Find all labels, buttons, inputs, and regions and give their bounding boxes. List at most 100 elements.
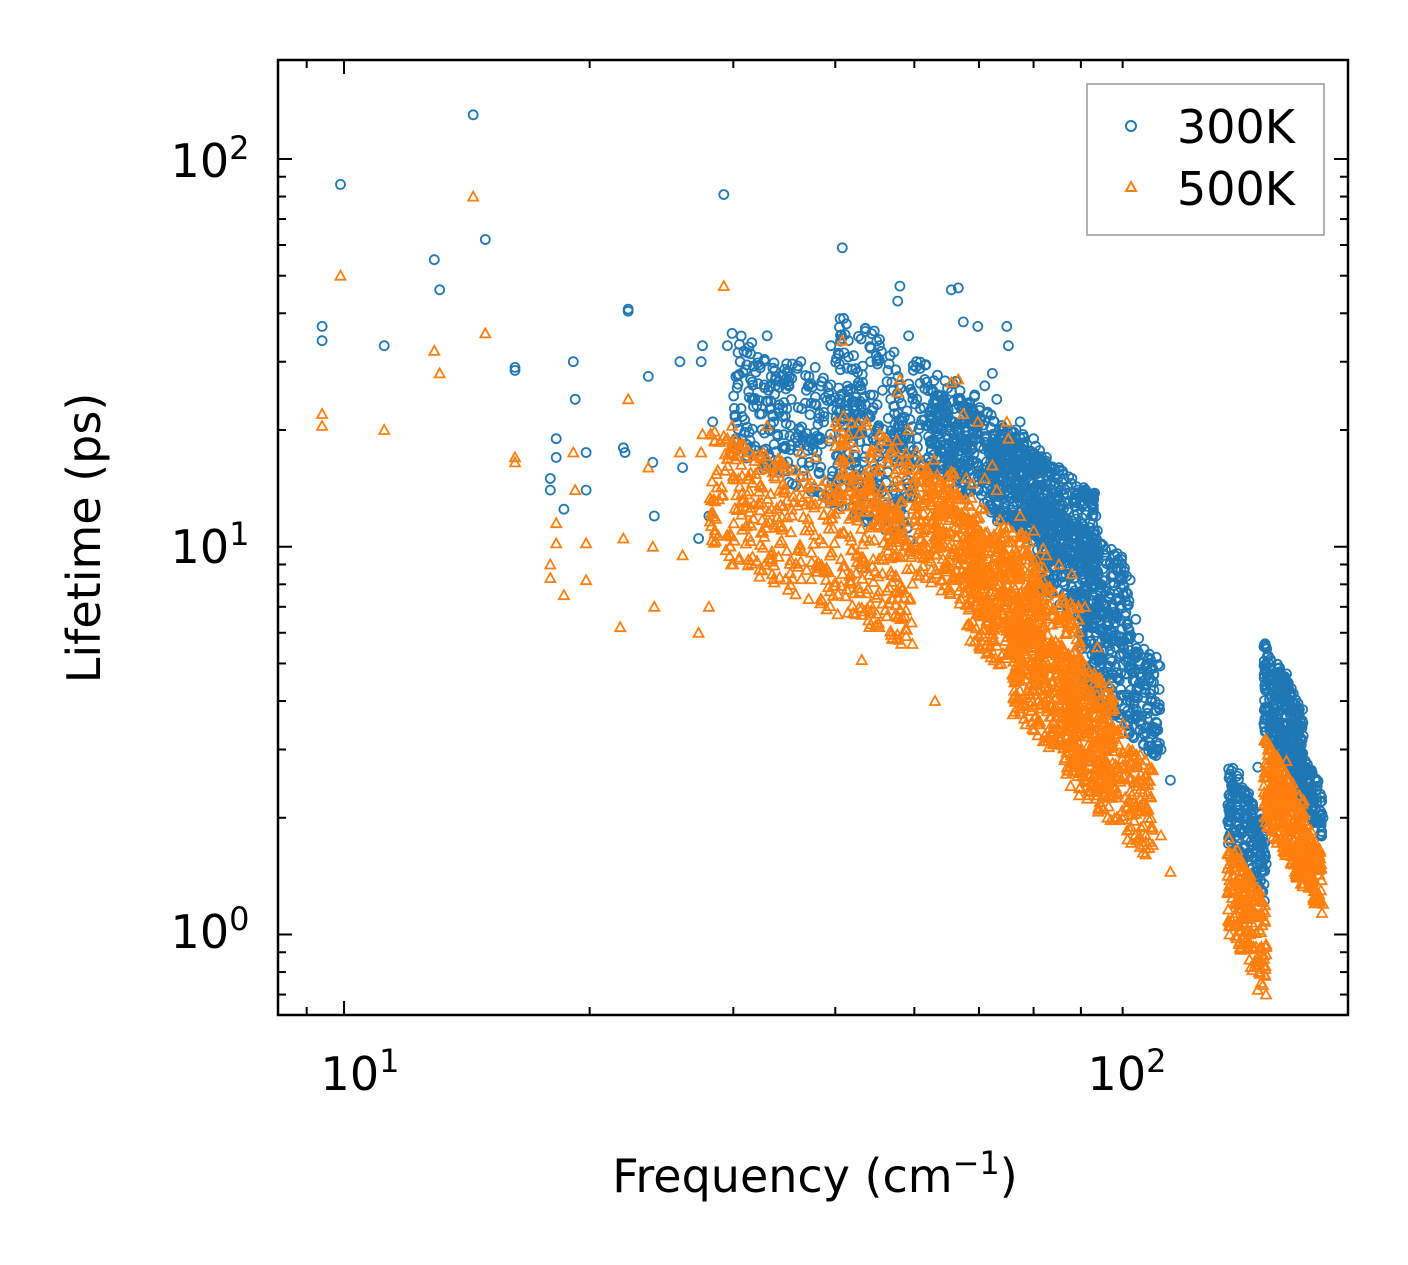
data-point-500K [789,587,803,600]
data-point-500K [756,540,770,553]
data-point-500K [884,564,898,577]
data-point-500K [778,572,792,585]
data-point-500K [785,508,799,521]
data-point-500K [939,564,953,577]
data-point-500K [1051,637,1066,650]
data-point-500K [857,484,872,497]
data-point-500K [923,485,937,497]
data-point-300K [1142,703,1154,714]
data-point-300K [892,295,904,307]
data-point-500K [861,613,876,626]
data-point-500K [1035,639,1049,652]
data-point-300K [1281,700,1293,711]
data-point-500K [708,494,722,507]
data-point-500K [1055,593,1069,606]
data-point-300K [1249,821,1260,833]
data-point-500K [814,592,828,604]
data-point-500K [867,483,881,496]
data-point-300K [1027,465,1038,477]
data-point-300K [924,406,936,418]
data-point-300K [732,378,744,390]
data-point-300K [809,398,821,410]
data-point-300K [1283,747,1294,759]
data-point-500K [727,516,741,529]
data-point-300K [434,284,446,296]
data-point-500K [802,477,816,489]
data-point-300K [1004,464,1016,476]
data-point-300K [929,417,941,429]
data-point-300K [1122,720,1134,731]
data-point-500K [1011,571,1025,584]
data-point-500K [1005,589,1019,602]
data-point-300K [1285,709,1296,721]
data-point-300K [718,189,730,200]
data-point-300K [759,427,770,439]
data-point-500K [853,557,867,569]
data-point-300K [974,402,986,413]
data-point-500K [904,540,918,553]
data-point-500K [1058,626,1072,639]
data-point-500K [1026,644,1041,656]
data-point-300K [909,398,921,410]
data-point-500K [746,550,760,562]
data-point-500K [830,474,844,487]
data-point-300K [1107,613,1119,624]
data-point-300K [1082,627,1094,639]
data-point-300K [841,318,852,330]
data-point-500K [994,657,1008,669]
data-point-500K [793,541,807,554]
data-point-500K [1056,704,1070,717]
data-point-300K [1107,609,1119,621]
data-point-500K [927,452,941,465]
data-point-300K [996,456,1008,468]
data-point-300K [973,484,984,496]
data-point-500K [837,438,851,451]
data-point-300K [995,455,1006,467]
data-point-500K [1030,714,1044,727]
data-point-300K [809,361,821,373]
data-point-500K [1041,681,1055,694]
data-point-500K [708,434,722,447]
data-point-500K [912,491,926,504]
data-point-300K [1048,515,1060,527]
data-point-300K [1239,799,1250,811]
data-point-300K [1279,672,1291,684]
data-point-500K [728,432,742,445]
data-point-300K [1053,490,1064,501]
data-point-500K [1016,651,1030,664]
data-point-300K [1055,570,1067,582]
data-point-300K [868,325,880,337]
data-point-300K [1117,578,1129,590]
data-point-500K [977,502,991,515]
data-point-300K [1130,613,1142,625]
data-point-500K [1008,634,1022,646]
data-point-300K [1231,800,1243,811]
data-point-300K [736,411,748,422]
data-point-300K [580,447,592,458]
data-point-500K [916,559,930,571]
data-point-500K [833,453,847,466]
data-point-500K [961,596,975,609]
data-point-300K [1003,470,1015,481]
data-point-500K [963,542,977,555]
data-point-300K [1017,469,1028,481]
data-point-300K [648,510,660,522]
data-point-500K [925,495,939,507]
data-point-500K [1044,698,1058,711]
data-point-500K [1102,678,1116,691]
data-point-300K [1245,836,1257,847]
data-point-500K [989,596,1003,609]
data-point-300K [697,340,708,352]
data-point-500K [948,573,962,585]
data-point-500K [1062,663,1076,676]
data-point-500K [891,591,905,604]
data-point-300K [832,397,843,409]
data-point-500K [845,469,859,481]
data-point-300K [1316,830,1327,842]
data-point-500K [884,551,898,564]
data-point-500K [892,511,906,523]
data-point-500K [902,593,917,605]
data-point-300K [378,340,390,352]
data-point-300K [1281,668,1292,680]
data-point-500K [974,543,988,556]
